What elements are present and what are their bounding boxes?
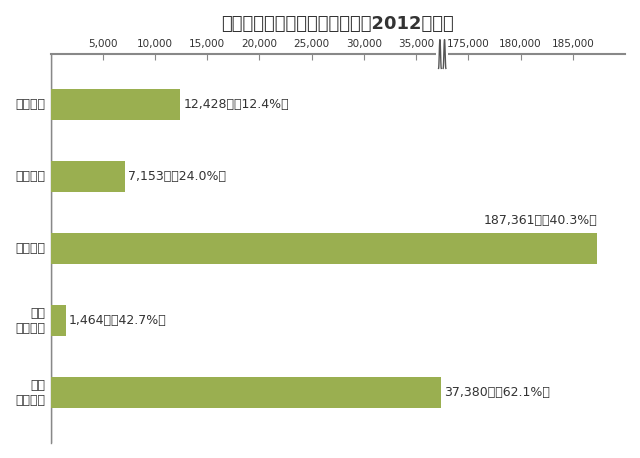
Text: 187,361人（40.3%）: 187,361人（40.3%） — [484, 214, 597, 227]
Bar — [51, 234, 597, 264]
Text: 37,380人（62.1%）: 37,380人（62.1%） — [444, 386, 550, 399]
Bar — [436, 49, 449, 67]
Bar — [51, 89, 180, 120]
Bar — [51, 161, 125, 191]
Text: 1,464人（42.7%）: 1,464人（42.7%） — [69, 314, 167, 327]
Bar — [51, 305, 66, 336]
Text: 12,428人（12.4%）: 12,428人（12.4%） — [184, 98, 289, 111]
Text: 7,153人（24.0%）: 7,153人（24.0%） — [129, 170, 227, 183]
Bar — [51, 377, 441, 408]
Title: 推薦入試による大学入試状況（2012年度）: 推薦入試による大学入試状況（2012年度） — [221, 15, 454, 33]
